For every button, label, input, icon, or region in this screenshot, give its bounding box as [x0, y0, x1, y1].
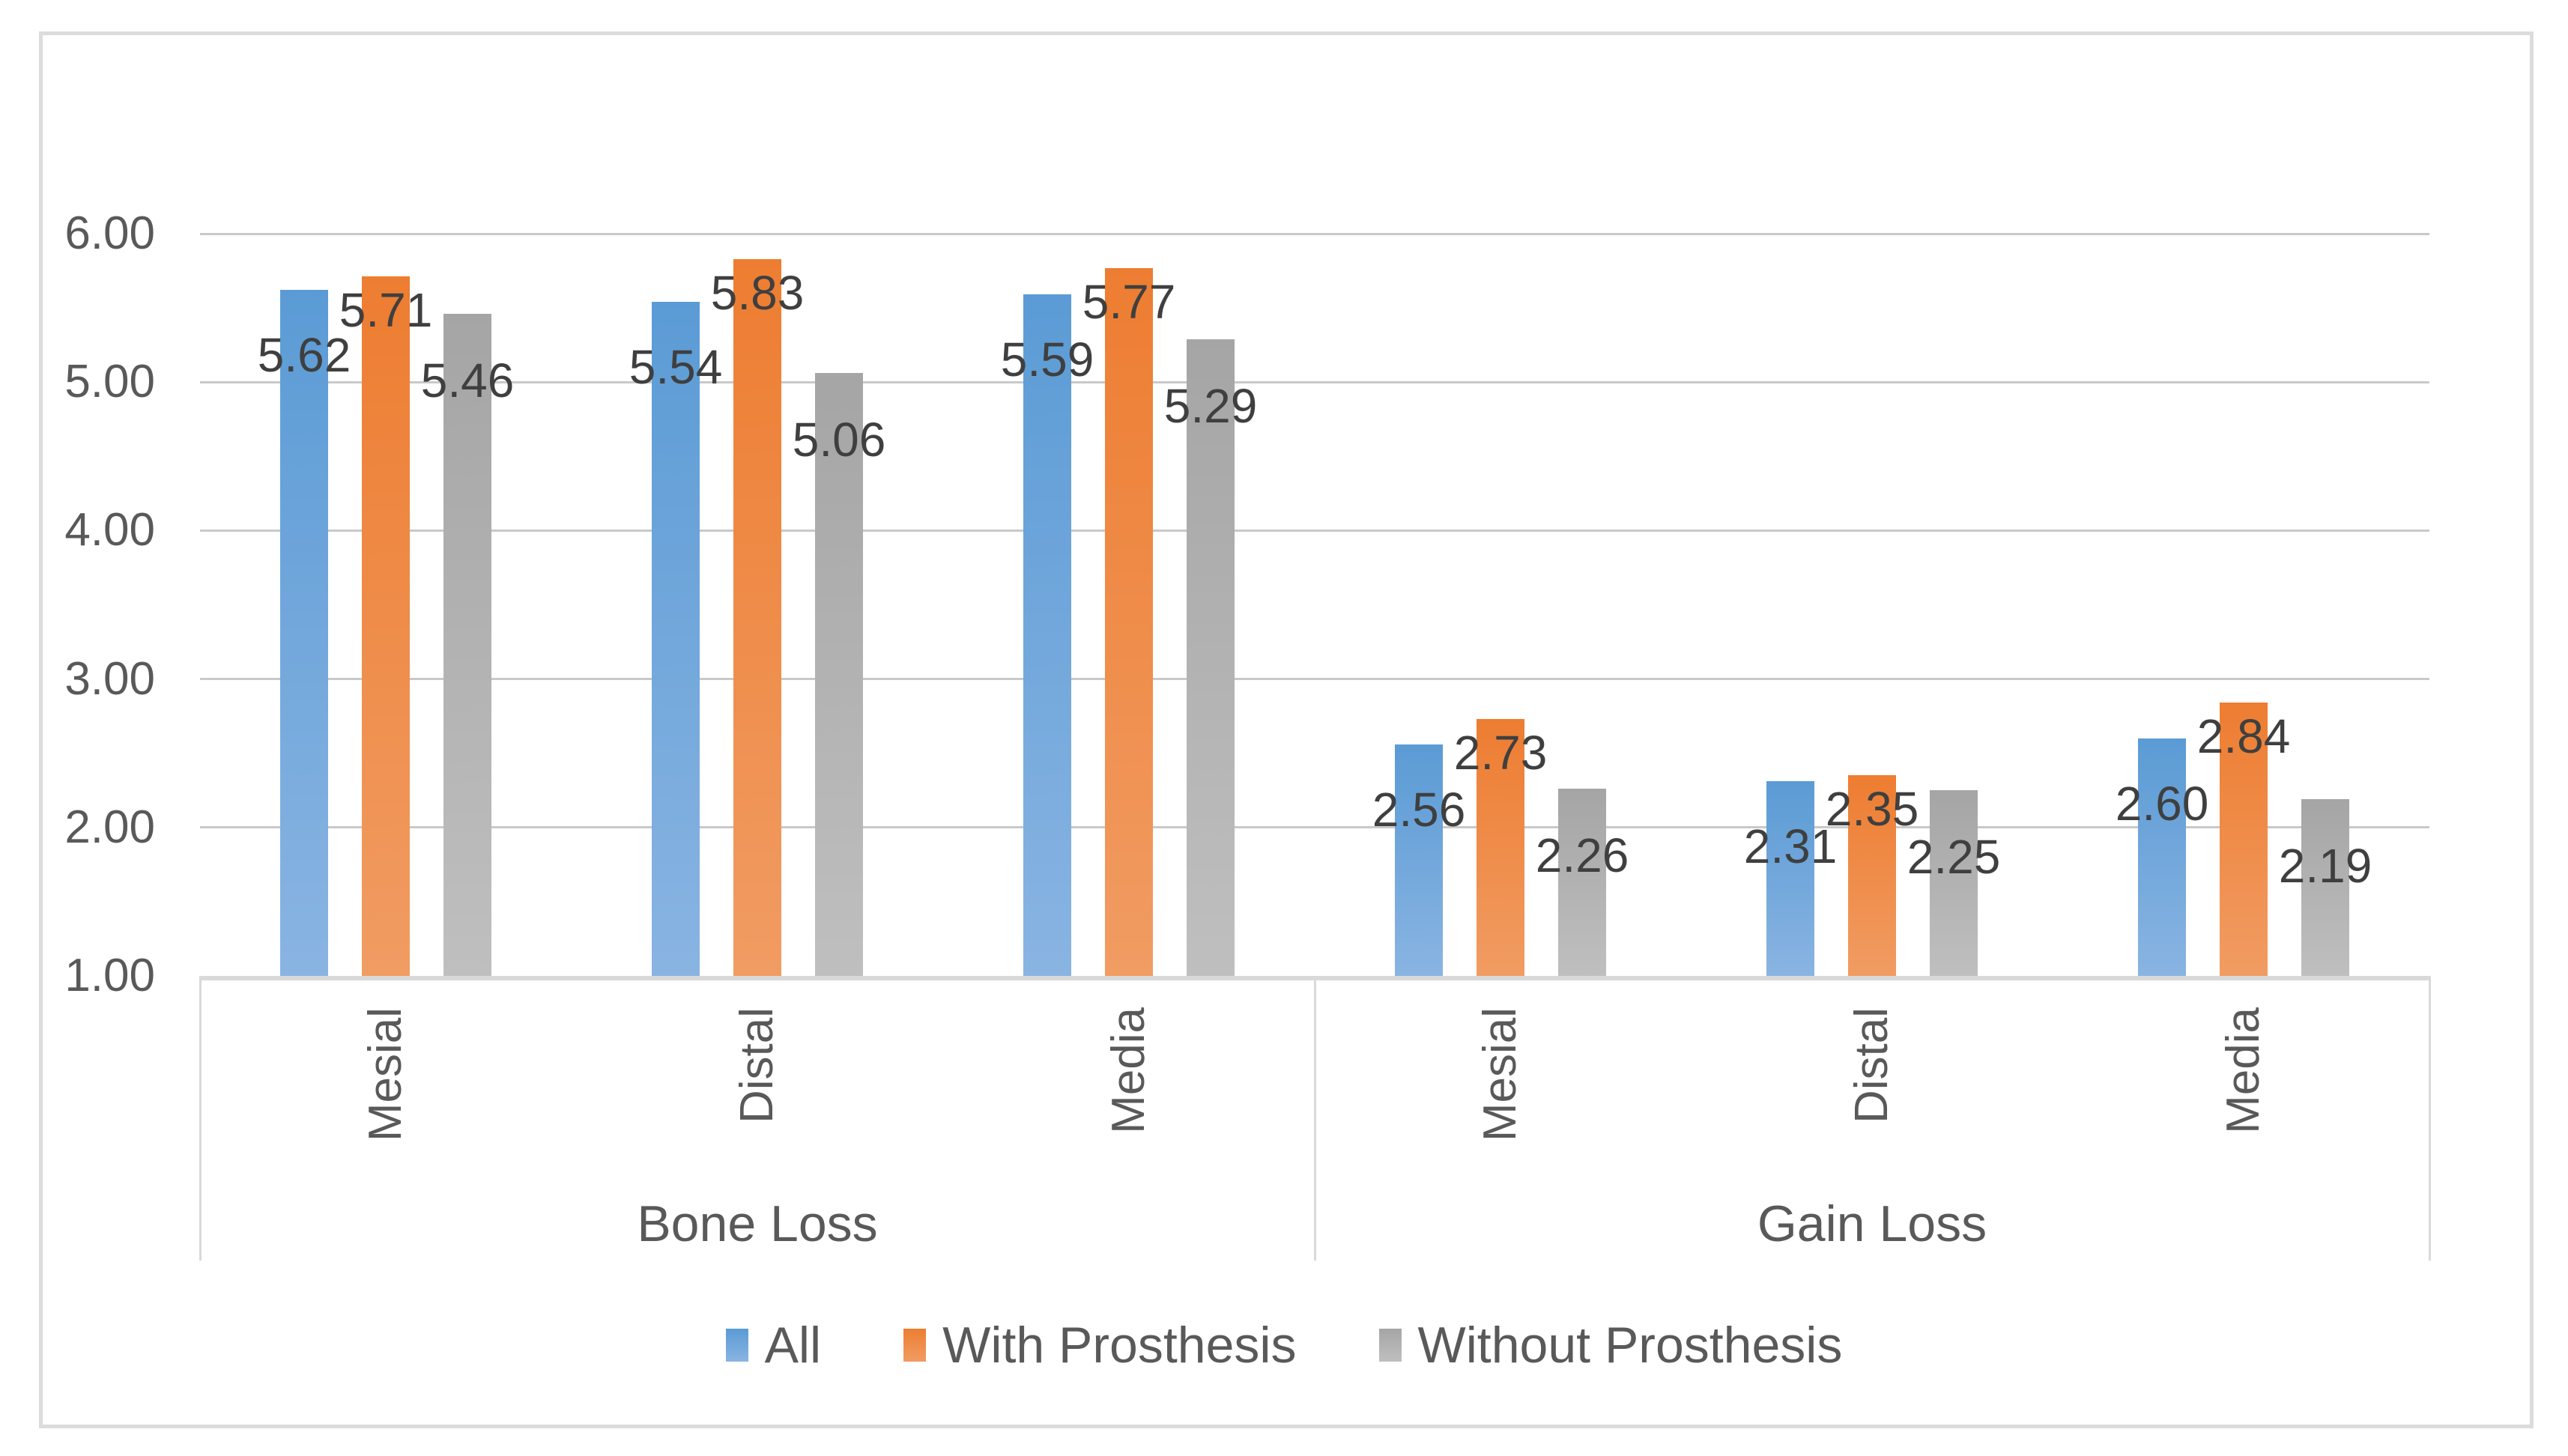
- y-axis-tick-label: 3.00: [64, 652, 155, 705]
- y-axis-tick-label: 2.00: [64, 801, 155, 853]
- bar-all: [652, 302, 700, 976]
- category-label: Media: [2217, 1007, 2269, 1134]
- bar-without-prosthesis: [1558, 789, 1606, 976]
- bar-value-label: 2.84: [2196, 709, 2291, 764]
- category-group-divider: [1313, 976, 1316, 1261]
- category-label: Distal: [1846, 1007, 1898, 1124]
- legend-swatch-icon: [1378, 1329, 1402, 1362]
- bar-all: [1023, 294, 1071, 976]
- bar-value-label: 5.62: [257, 328, 351, 383]
- category-group-divider: [199, 976, 202, 1261]
- bar-all: [280, 290, 328, 976]
- category-label: Distal: [731, 1007, 783, 1124]
- bar-with-prosthesis: [733, 258, 781, 976]
- bar-without-prosthesis: [1187, 339, 1235, 976]
- bar-without-prosthesis: [2301, 799, 2349, 976]
- bar-with-prosthesis: [1105, 267, 1153, 976]
- category-label: Mesial: [1474, 1007, 1526, 1142]
- category-group-label: Bone Loss: [637, 1195, 878, 1252]
- bar-value-label: 5.06: [792, 413, 886, 467]
- bar-value-label: 5.59: [1000, 333, 1094, 387]
- bar-without-prosthesis: [1930, 790, 1978, 976]
- bar-value-label: 2.19: [2278, 839, 2372, 894]
- legend-swatch-icon: [903, 1329, 927, 1362]
- bar-value-label: 2.26: [1535, 828, 1629, 883]
- y-gridline: [200, 678, 2429, 681]
- y-axis-tick-label: 5.00: [64, 356, 155, 408]
- bar-value-label: 2.56: [1372, 782, 1466, 837]
- bar-value-label: 2.35: [1825, 782, 1919, 837]
- bar-without-prosthesis: [815, 373, 863, 976]
- bar-all: [1766, 781, 1814, 976]
- bar-value-label: 5.77: [1082, 274, 1176, 329]
- chart-frame: [39, 31, 2534, 1428]
- bar-value-label: 2.25: [1907, 830, 2001, 885]
- bar-with-prosthesis: [1477, 719, 1524, 976]
- legend-label: All: [764, 1317, 822, 1374]
- category-group-label: Gain Loss: [1757, 1195, 1987, 1252]
- bar-value-label: 5.71: [339, 283, 433, 338]
- y-axis-tick-label: 1.00: [64, 950, 155, 1001]
- chart-legend: All With Prosthesis Without Prosthesis: [0, 1311, 2568, 1379]
- legend-swatch-icon: [725, 1329, 748, 1362]
- y-axis-tick-label: 6.00: [64, 207, 155, 259]
- bar-all: [1395, 744, 1443, 976]
- category-label: Media: [1103, 1007, 1154, 1134]
- y-gridline: [200, 232, 2429, 235]
- bar-with-prosthesis: [2220, 703, 2268, 976]
- category-label: Mesial: [360, 1007, 411, 1142]
- legend-item: Without Prosthesis: [1378, 1317, 1843, 1374]
- category-group-divider: [2428, 976, 2431, 1261]
- legend-label: With Prosthesis: [942, 1317, 1297, 1374]
- bar-value-label: 5.29: [1163, 378, 1258, 433]
- bar-with-prosthesis: [362, 276, 410, 976]
- y-gridline: [200, 380, 2429, 383]
- bar-value-label: 5.54: [629, 340, 723, 395]
- bar-value-label: 2.73: [1453, 726, 1548, 780]
- legend-item: With Prosthesis: [903, 1317, 1297, 1374]
- bar-with-prosthesis: [1848, 775, 1896, 976]
- bar-without-prosthesis: [443, 314, 491, 976]
- bar-value-label: 2.31: [1743, 819, 1838, 874]
- bar-value-label: 5.46: [420, 354, 515, 408]
- y-gridline: [200, 529, 2429, 532]
- bar-value-label: 5.83: [710, 265, 805, 320]
- y-axis-tick-label: 4.00: [64, 504, 155, 556]
- legend-item: All: [725, 1317, 822, 1374]
- bar-all: [2138, 738, 2186, 976]
- bar-value-label: 2.60: [2115, 776, 2209, 831]
- legend-label: Without Prosthesis: [1417, 1317, 1843, 1374]
- y-gridline: [200, 826, 2429, 829]
